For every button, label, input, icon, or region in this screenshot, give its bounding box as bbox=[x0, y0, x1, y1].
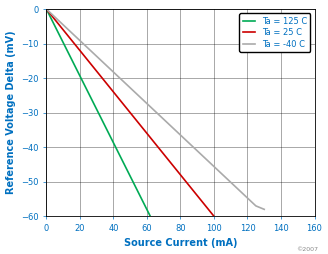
Legend: Ta = 125 C, Ta = 25 C, Ta = -40 C: Ta = 125 C, Ta = 25 C, Ta = -40 C bbox=[239, 13, 310, 52]
Y-axis label: Reference Voltage Delta (mV): Reference Voltage Delta (mV) bbox=[6, 31, 15, 195]
Text: ©2007: ©2007 bbox=[296, 247, 318, 252]
X-axis label: Source Current (mA): Source Current (mA) bbox=[124, 239, 237, 248]
Line: Ta = -40 C: Ta = -40 C bbox=[46, 9, 264, 209]
Ta = -40 C bbox=[262, 208, 266, 211]
Ta = -40 C bbox=[254, 204, 258, 208]
Ta = -40 C bbox=[44, 8, 48, 11]
